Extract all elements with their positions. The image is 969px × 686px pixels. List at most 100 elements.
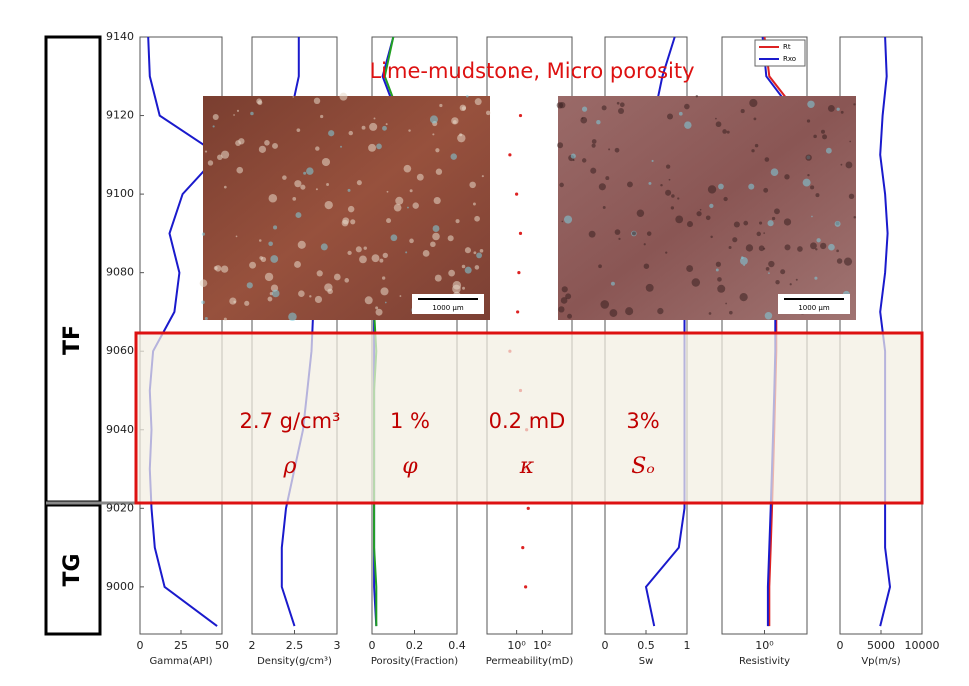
property-symbol: Sₒ (631, 454, 655, 479)
x-tick-label: 0 (369, 639, 376, 652)
grain (605, 176, 610, 181)
grain (250, 111, 254, 116)
grain (768, 272, 770, 274)
grain (807, 173, 810, 177)
grain (474, 265, 480, 270)
x-tick-label: 0.5 (637, 639, 655, 652)
grain (848, 193, 855, 200)
x-tick-label: 25 (174, 639, 188, 652)
grain (560, 297, 568, 304)
grain (684, 103, 690, 110)
grain (816, 238, 821, 243)
grain (754, 143, 759, 148)
grain (840, 163, 843, 166)
grain (581, 117, 584, 120)
grain (567, 313, 573, 319)
grain (462, 286, 466, 290)
grain (409, 189, 413, 193)
grain (282, 175, 287, 180)
grain (645, 283, 654, 292)
grain (386, 190, 389, 193)
legend-label: Rxo (783, 55, 796, 63)
grain (743, 264, 745, 267)
grain (558, 306, 565, 313)
grain (570, 153, 576, 159)
grain (795, 278, 798, 281)
grain (416, 173, 424, 181)
grain (316, 270, 323, 277)
grain (376, 143, 382, 150)
scale-label: 1000 μm (798, 304, 829, 312)
grain (452, 281, 462, 290)
grain (439, 103, 443, 108)
property-value: 3% (626, 409, 659, 433)
grain (767, 220, 774, 227)
grain (601, 105, 607, 111)
x-axis-label: Resistivity (739, 656, 790, 667)
grain (344, 278, 350, 283)
grain (668, 178, 671, 181)
grain (743, 220, 749, 226)
x-tick-label: 10⁰ (507, 639, 526, 652)
grain (619, 102, 625, 108)
grain (447, 235, 454, 242)
grain (273, 225, 278, 230)
grain (598, 183, 606, 191)
grain (264, 140, 270, 146)
grain (373, 117, 376, 120)
grain (686, 265, 694, 272)
x-axis-label: Permeability(mD) (486, 656, 574, 667)
x-tick-label: 10² (533, 639, 551, 652)
grain (563, 215, 573, 224)
grain (708, 312, 712, 315)
grain (789, 283, 792, 286)
grain (836, 258, 843, 264)
grain (459, 133, 463, 137)
grain (665, 251, 668, 254)
grain (843, 257, 853, 266)
x-axis-label: Porosity(Fraction) (371, 656, 458, 667)
x-axis-label: Density(g/cm³) (257, 656, 332, 667)
grain (433, 197, 441, 205)
grain (409, 238, 414, 244)
y-tick-label: 9080 (106, 266, 134, 279)
grain (820, 129, 825, 134)
grain (646, 231, 652, 236)
thin-section-photo (558, 96, 856, 320)
grain (636, 209, 645, 217)
grain (399, 295, 402, 297)
grain (368, 143, 377, 152)
grain (756, 231, 761, 237)
grain (272, 142, 278, 149)
grain (375, 306, 379, 310)
grain (849, 140, 852, 143)
grain (359, 255, 367, 264)
grain (466, 95, 469, 98)
grain (666, 113, 674, 120)
grain (625, 307, 634, 316)
grain (235, 140, 241, 146)
grain (235, 235, 238, 238)
grain (775, 279, 780, 285)
grain (459, 104, 467, 112)
grain (559, 182, 564, 188)
grain (588, 230, 596, 238)
grain (297, 240, 306, 249)
grain (715, 261, 721, 267)
property-value: 1 % (390, 409, 430, 433)
grain (457, 133, 466, 143)
y-tick-label: 9100 (106, 187, 134, 200)
grain (268, 193, 278, 203)
grain (207, 160, 214, 166)
grain (780, 269, 786, 275)
grain (386, 218, 392, 224)
grain (608, 148, 611, 151)
grain (853, 215, 857, 219)
grain (244, 300, 250, 306)
grain (836, 249, 839, 253)
grain (745, 244, 754, 252)
property-symbol: ρ (283, 454, 297, 479)
grain (814, 276, 818, 280)
x-axis-label: Sw (639, 656, 654, 667)
